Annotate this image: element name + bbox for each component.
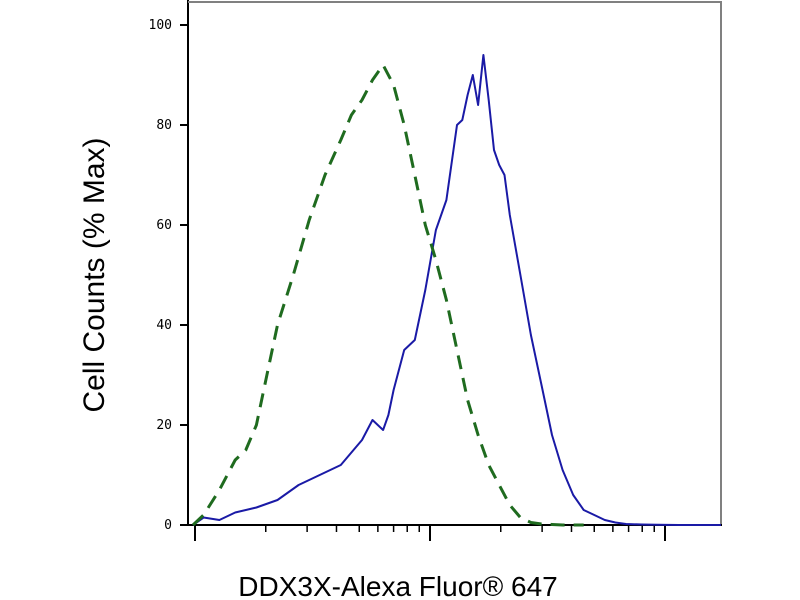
y-tick-label: 20 [156, 418, 172, 433]
series-line-dashed [191, 63, 584, 527]
y-tick-label: 100 [149, 18, 172, 33]
y-tick-label: 0 [164, 518, 172, 533]
y-axis-title: Cell Counts (% Max) [78, 137, 111, 412]
x-axis-ticks [194, 525, 666, 541]
series-line-solid [192, 54, 721, 526]
series-layer [191, 54, 721, 527]
x-axis-title: DDX3X-Alexa Fluor® 647 [238, 571, 557, 600]
y-tick-label: 40 [156, 318, 172, 333]
y-tick-label: 80 [156, 118, 172, 133]
y-axis-ticks: 0 20 40 60 80 100 [149, 18, 188, 533]
y-tick-label: 60 [156, 218, 172, 233]
